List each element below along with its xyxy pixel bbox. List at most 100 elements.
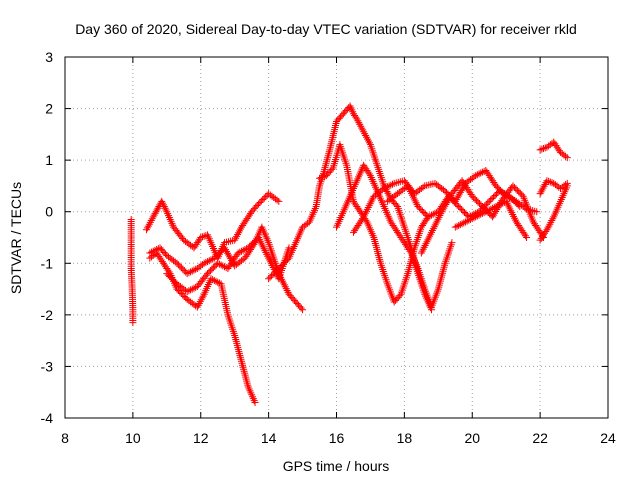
data-point — [200, 259, 208, 267]
data-point — [417, 206, 425, 214]
data-point — [161, 204, 169, 212]
data-point — [183, 288, 191, 296]
data-point — [473, 197, 481, 205]
data-point — [511, 198, 519, 206]
data-point — [151, 246, 159, 254]
data-point — [467, 215, 475, 223]
data-point — [190, 266, 198, 274]
data-point — [513, 200, 521, 208]
data-point — [473, 212, 481, 220]
data-point — [212, 253, 220, 261]
data-point — [563, 182, 571, 190]
data-point — [424, 213, 432, 221]
data-point — [458, 220, 466, 228]
data-point — [489, 213, 497, 221]
data-point — [223, 247, 231, 255]
data-point — [252, 236, 260, 244]
data-point — [380, 185, 388, 193]
data-point — [426, 212, 434, 220]
data-point — [385, 182, 393, 190]
data-point — [160, 203, 168, 211]
data-point — [247, 241, 255, 249]
series-arc-d — [163, 234, 293, 296]
data-point — [392, 201, 400, 209]
x-tick-label: 12 — [193, 430, 209, 446]
data-point — [495, 187, 503, 195]
data-point — [174, 261, 182, 269]
data-point — [562, 152, 570, 160]
data-point — [451, 223, 459, 231]
data-point — [177, 289, 185, 297]
data-point — [563, 154, 571, 162]
data-point — [227, 255, 235, 263]
data-point — [159, 201, 167, 209]
data-point — [475, 170, 483, 178]
data-point — [475, 211, 483, 219]
data-point — [200, 232, 208, 240]
data-point — [474, 198, 482, 206]
data-point — [439, 206, 447, 214]
data-point — [237, 247, 245, 255]
data-point — [149, 247, 157, 255]
data-point — [461, 218, 469, 226]
data-point — [388, 180, 396, 188]
data-point — [180, 267, 188, 275]
data-point — [443, 199, 451, 207]
data-point — [455, 190, 463, 198]
data-point — [454, 192, 462, 200]
data-point — [540, 145, 548, 153]
data-point — [441, 202, 449, 210]
data-point — [188, 267, 196, 275]
data-point — [169, 275, 177, 283]
x-tick-label: 14 — [261, 430, 277, 446]
x-tick-label: 20 — [464, 430, 480, 446]
data-point — [275, 197, 283, 205]
data-point — [533, 208, 541, 216]
data-point — [187, 268, 195, 276]
data-point — [455, 221, 463, 229]
data-point — [163, 270, 171, 278]
data-point — [383, 183, 391, 191]
data-point — [170, 277, 178, 285]
data-point — [265, 275, 273, 283]
data-point — [246, 242, 254, 250]
data-point — [278, 261, 286, 269]
data-point — [546, 178, 554, 186]
y-tick-labels: 3 2 1 0 -1 -2 -3 -4 — [41, 49, 54, 426]
data-point — [187, 286, 195, 294]
data-point — [470, 214, 478, 222]
data-point — [206, 267, 214, 275]
data-point — [514, 201, 522, 209]
data-point — [166, 273, 174, 281]
data-point — [212, 277, 220, 285]
data-point — [456, 188, 464, 196]
data-point — [512, 185, 520, 193]
data-point — [419, 183, 427, 191]
data-point — [515, 188, 523, 196]
data-point — [465, 216, 473, 224]
data-point — [214, 278, 222, 286]
data-point — [251, 399, 259, 407]
data-point — [516, 189, 524, 197]
data-point — [463, 217, 471, 225]
data-point — [491, 192, 499, 200]
data-point — [523, 234, 531, 241]
data-point — [222, 246, 230, 254]
series-arc-k — [451, 197, 531, 241]
data-point — [215, 250, 223, 258]
series-arc-m — [536, 177, 571, 198]
data-point — [510, 197, 518, 205]
data-point — [210, 254, 218, 262]
data-point — [458, 206, 466, 214]
data-point — [492, 203, 500, 211]
data-point — [218, 247, 226, 255]
data-point — [185, 269, 193, 277]
data-point — [448, 239, 456, 247]
data-point — [513, 186, 521, 194]
data-point — [484, 207, 492, 215]
data-point — [455, 203, 463, 211]
data-point — [319, 173, 327, 181]
data-point — [159, 199, 167, 207]
data-point — [441, 187, 449, 195]
